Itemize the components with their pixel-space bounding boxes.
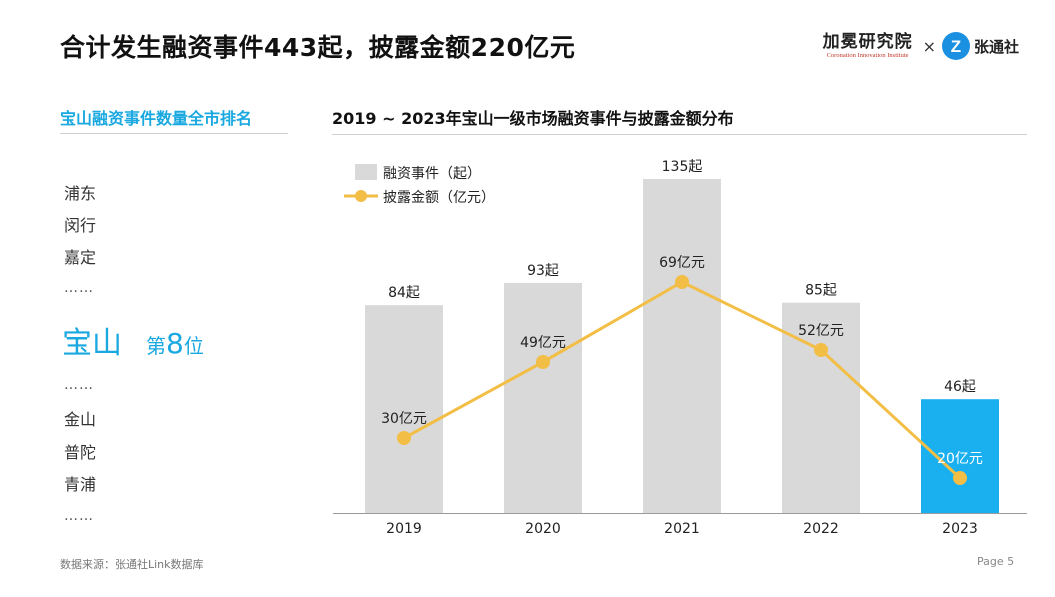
page-title: 合计发生融资事件443起，披露金额220亿元 (60, 33, 576, 62)
line-label-2019: 30亿元 (381, 411, 427, 427)
data-source: 数据来源：张通社Link数据库 (60, 558, 204, 571)
bar-label-2023: 46起 (944, 379, 976, 395)
chart-title: 2019 ~ 2023年宝山一级市场融资事件与披露金额分布 (332, 109, 734, 128)
times-icon: × (922, 36, 936, 56)
line-label-2022: 52亿元 (798, 323, 844, 339)
bar-label-2022: 85起 (805, 283, 837, 299)
rank-ellipsis: …… (64, 508, 94, 524)
zhangtongshe-logo-text: 张通社 (973, 37, 1019, 56)
x-tick-2023: 2023 (942, 521, 978, 537)
line-point-2021 (675, 275, 689, 289)
highlight-district: 宝山 (62, 326, 122, 361)
logo-area: 加冕研究院 Coronation Innovation Institute × … (823, 28, 1019, 64)
bar-label-2019: 84起 (388, 285, 420, 301)
svg-text:Z: Z (951, 37, 961, 56)
coronation-logo: 加冕研究院 Coronation Innovation Institute (823, 32, 913, 60)
x-tick-2022: 2022 (803, 521, 839, 537)
rank-item: 闵行 (64, 216, 97, 235)
ranking-divider (60, 133, 288, 134)
legend-bar-swatch (355, 164, 377, 180)
bar-2019 (365, 305, 443, 513)
line-point-2023 (953, 471, 967, 485)
x-tick-2021: 2021 (664, 521, 700, 537)
ranking-title: 宝山融资事件数量全市排名 (60, 109, 253, 128)
rank-highlight: 宝山 第8位 (62, 318, 204, 362)
bar-label-2020: 93起 (527, 263, 559, 279)
page-number: Page 5 (977, 555, 1015, 568)
line-point-2022 (814, 343, 828, 357)
bar-2021 (643, 179, 721, 513)
coronation-logo-cn: 加冕研究院 (822, 32, 913, 52)
bar-2020 (504, 282, 582, 513)
zhangtongshe-logo-icon: Z (941, 32, 970, 60)
chart-divider (332, 134, 1027, 135)
line-label-2020: 49亿元 (520, 335, 566, 351)
rank-item: 普陀 (64, 443, 97, 462)
line-point-2020 (536, 355, 550, 369)
legend-bar-label: 融资事件（起） (383, 166, 481, 182)
rank-ellipsis: …… (64, 280, 94, 296)
legend-line-icon (344, 190, 378, 202)
x-tick-2020: 2020 (525, 521, 561, 537)
rank-ellipsis: …… (64, 377, 94, 393)
legend-line-label: 披露金额（亿元） (383, 190, 495, 206)
line-label-2021: 69亿元 (659, 255, 705, 271)
coronation-logo-en: Coronation Innovation Institute (826, 52, 909, 59)
bar-label-2021: 135起 (662, 159, 703, 175)
highlight-rank: 第8位 (146, 327, 204, 360)
x-tick-2019: 2019 (386, 521, 422, 537)
rank-item: 青浦 (64, 475, 97, 494)
line-point-2019 (397, 431, 411, 445)
line-label-2023: 20亿元 (937, 451, 983, 467)
rank-item: 金山 (64, 410, 97, 429)
rank-item: 嘉定 (64, 248, 97, 267)
rank-item: 浦东 (64, 184, 97, 203)
